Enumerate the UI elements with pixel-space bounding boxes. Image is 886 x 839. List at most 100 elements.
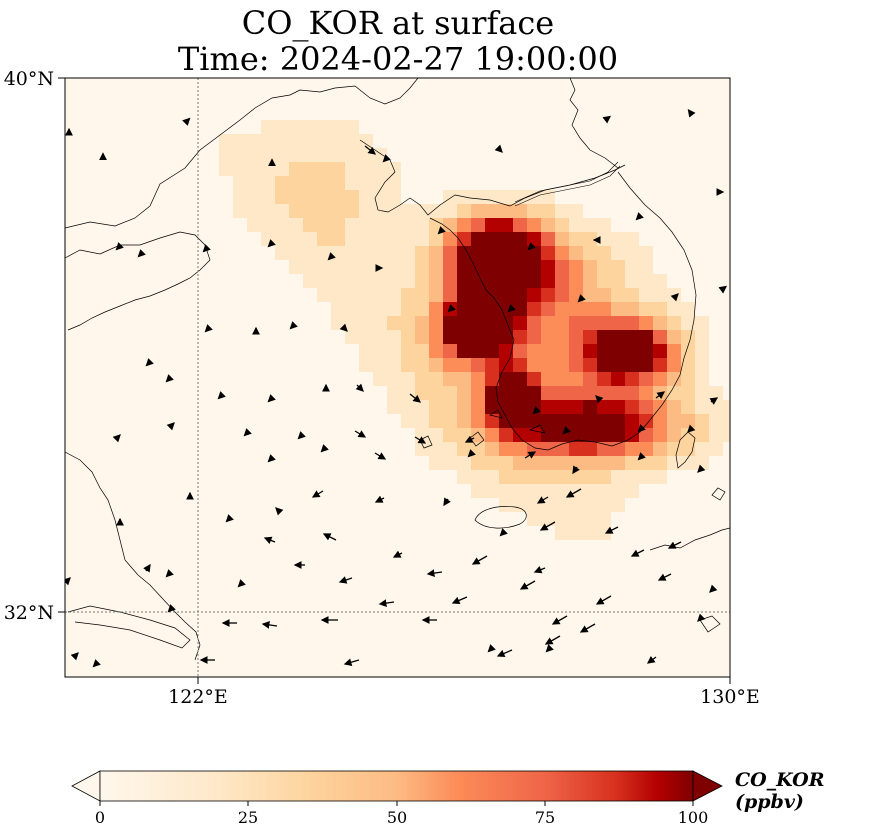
wind-arrow [297, 431, 306, 440]
map-subtitle: Time: 2024-02-27 19:00:00 [177, 40, 619, 78]
wind-arrow [670, 293, 679, 302]
wind-arrow [364, 145, 377, 155]
wind-arrow [687, 424, 696, 433]
coastlines [65, 78, 730, 661]
coastline-kyushu [649, 487, 730, 633]
wind-arrow [225, 514, 234, 523]
wind-arrow [467, 449, 476, 458]
wind-arrow [374, 495, 385, 503]
wind-arrow [166, 422, 175, 431]
wind-arrow [637, 424, 646, 433]
coastline-china-north [65, 78, 419, 229]
wind-arrow [562, 426, 571, 435]
wind-arrow [527, 242, 536, 251]
wind-arrow [532, 406, 541, 415]
border-lines [514, 161, 621, 207]
wind-arrow [414, 436, 427, 444]
wind-arrow [718, 285, 728, 294]
wind-arrow [577, 294, 586, 303]
wind-arrow [112, 434, 121, 443]
map-frame [64, 77, 731, 678]
co-concentration-field [93, 92, 730, 677]
wind-arrow [392, 550, 403, 558]
wind-arrow [572, 465, 580, 475]
wind-arrow [237, 579, 246, 588]
wind-arrow [322, 533, 337, 541]
wind-arrow [646, 655, 657, 664]
wind-arrow [667, 541, 682, 549]
wind-arrow [338, 576, 353, 584]
lon-label-130e: 130°E [700, 686, 760, 708]
wind-arrow [289, 321, 298, 330]
tsushima [675, 431, 696, 469]
wind-arrow [687, 108, 696, 118]
wind-arrow [604, 526, 619, 534]
wind-arrow [167, 604, 176, 613]
colorbar-extend-high [692, 770, 723, 802]
wind-arrow [657, 573, 672, 581]
colorbar-tick-50: 50 [386, 808, 408, 827]
coastline-china-east [65, 451, 201, 661]
wind-arrow [267, 239, 276, 248]
wind-arrow [202, 244, 211, 253]
wind-arrow [426, 569, 443, 577]
wind-arrow [471, 555, 488, 565]
wind-arrow [320, 444, 329, 453]
wind-arrow [565, 488, 582, 498]
wind-arrow [339, 323, 348, 332]
wind-arrow [378, 599, 395, 607]
wind-arrow [263, 536, 276, 545]
colorbar-tick-100: 100 [677, 808, 709, 827]
wind-arrow [165, 374, 174, 383]
wind-arrow [447, 304, 456, 313]
wind-arrow [217, 391, 226, 400]
colorbar-tick-25: 25 [237, 808, 259, 827]
wind-arrow [343, 658, 360, 666]
yangtze-mouth [67, 605, 191, 649]
wind-arrow [579, 623, 596, 633]
wind-arrow [602, 115, 612, 124]
wind-arrow [533, 565, 546, 574]
wind-arrow [697, 613, 706, 622]
wind-arrow [115, 242, 124, 251]
wind-arrow [374, 452, 387, 460]
map-title: CO_KOR at surface [241, 4, 555, 42]
colorbar [71, 770, 723, 806]
wind-arrow [539, 521, 556, 531]
wind-arrow [595, 595, 612, 605]
colorbar-gradient [99, 770, 694, 802]
wind-arrow [507, 304, 516, 313]
wind-arrow [165, 569, 174, 578]
wind-arrow [267, 394, 276, 403]
wind-arrow [261, 621, 278, 629]
wind-vectors [65, 108, 728, 668]
jeju-island [474, 506, 527, 529]
wind-arrow [630, 549, 645, 557]
coastline-korea-west [429, 171, 697, 451]
wind-arrow [499, 528, 508, 537]
wind-arrow [275, 507, 284, 516]
wind-arrow [545, 644, 554, 653]
wind-arrow [524, 451, 537, 459]
wind-arrow [709, 397, 719, 405]
wind-arrow [311, 490, 324, 498]
wind-arrow [70, 652, 79, 661]
wind-arrow [382, 154, 391, 163]
wind-arrow [519, 580, 536, 590]
wind-arrow [494, 144, 503, 153]
wind-arrow [709, 584, 718, 593]
korea-islands [419, 409, 546, 449]
wind-arrow [65, 577, 71, 586]
wind-arrow [145, 358, 154, 367]
wind-arrow [635, 212, 644, 221]
wind-arrow [409, 393, 422, 403]
wind-arrow [327, 252, 336, 261]
lon-label-122e: 122°E [168, 686, 228, 708]
wind-arrow [655, 391, 666, 400]
wind-arrow [137, 249, 146, 258]
wind-arrow [451, 596, 468, 605]
wind-arrow [551, 615, 568, 625]
wind-arrow [354, 430, 367, 438]
wind-arrow [437, 226, 446, 235]
